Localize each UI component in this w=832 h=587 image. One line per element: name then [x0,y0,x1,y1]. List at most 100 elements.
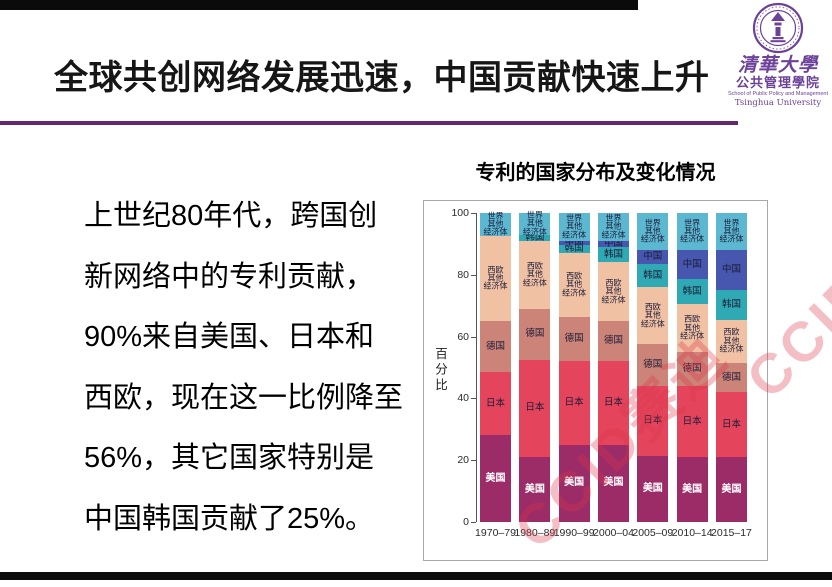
segment-世界其他经济体: 世界 其他 经济体 [597,213,629,241]
logo-en-line2: Tsinghua University [734,98,822,108]
segment-德国: 德国 [558,316,590,362]
segment-美国: 美国 [480,435,511,522]
y-tick-label: 80 [457,268,469,281]
segment-中国: 中国 [676,250,708,280]
stacked-bar-2005–09: 美国 日本 德国 西欧 其他 经济体 韩国 中国 世界 其他 经济体 [637,213,669,522]
body-line: 90%来自美国、日本和 [84,321,375,353]
bottom-accent-bar [0,572,832,580]
segment-label: 日本 [682,415,702,427]
segment-中国: 中国 [715,250,747,291]
stacked-bar-2015–17: 美国 日本 德国 西欧 其他 经济体 韩国 中国 世界 其他 经济体 [715,213,747,522]
segment-label: 美国 [682,483,703,495]
top-accent-bar [0,0,638,10]
segment-美国: 美国 [519,457,551,522]
segment-德国: 德国 [676,352,708,387]
stacked-bar-1980–89: 美国 日本 德国 西欧 其他 经济体 韩国 世界 其他 经济体 [519,210,551,522]
x-tick-label: 2015–17 [711,527,752,539]
segment-日本: 日本 [480,372,511,436]
segment-label: 韩国 [564,243,584,255]
stacked-bar-1990–99: 美国 日本 德国 西欧 其他 经济体 韩国 中国 世界 其他 经济体 [558,213,590,522]
segment-label: 德国 [682,363,702,375]
segment-label: 日本 [721,418,741,430]
segment-世界其他经济体: 世界 其他 经济体 [519,210,551,236]
segment-label: 中国 [682,258,702,270]
y-axis-label: 百分比 [433,347,447,394]
segment-label: 德国 [603,335,623,347]
segment-韩国: 韩国 [676,279,708,305]
segment-德国: 德国 [715,362,747,393]
segment-label: 美国 [524,483,545,495]
body-line: 上世纪80年代，跨国创 [84,200,378,232]
segment-label: 韩国 [682,285,702,297]
segment-世界其他经济体: 世界 其他 经济体 [480,211,511,237]
segment-label: 西欧 其他 经济体 [719,327,744,354]
segment-世界其他经济体: 世界 其他 经济体 [676,213,708,251]
segment-中国: 中国 [597,238,629,248]
body-line: 56%，其它国家特别是 [84,442,375,474]
tsinghua-logo: 清華大學 公共管理學院 School of Public Policy and … [727,2,829,108]
y-tick-mark [471,336,476,338]
segment-世界其他经济体: 世界 其他 经济体 [637,213,669,251]
segment-label: 西欧 其他 经济体 [522,261,547,288]
segment-label: 美国 [603,477,624,489]
y-tick-mark [471,522,476,523]
segment-label: 韩国 [603,248,623,260]
segment-label: 美国 [721,483,742,495]
segment-德国: 德国 [519,308,551,360]
segment-label: 世界 其他 经济体 [640,218,665,244]
segment-label: 日本 [485,397,506,409]
segment-label: 世界 其他 经济体 [562,213,587,240]
segment-西欧其他经济体: 西欧 其他 经济体 [715,319,747,363]
logo-cn-school: 公共管理學院 [735,76,820,91]
y-tick-mark [471,460,476,462]
logo-cn-script: 清華大學 [737,54,818,76]
segment-label: 中国 [643,251,663,263]
segment-label: 日本 [603,397,623,409]
segment-label: 德国 [525,328,545,340]
segment-label: 美国 [485,472,506,484]
segment-西欧其他经济体: 西欧 其他 经济体 [519,240,551,309]
segment-中国: 中国 [637,250,669,265]
segment-世界其他经济体: 世界 其他 经济体 [558,213,590,241]
segment-美国: 美国 [715,457,747,522]
segment-美国: 美国 [637,455,669,522]
segment-label: 西欧 其他 经济体 [483,265,508,291]
segment-label: 美国 [642,482,663,494]
segment-世界其他经济体: 世界 其他 经济体 [715,213,747,251]
segment-label: 日本 [564,397,584,409]
segment-美国: 美国 [558,444,590,522]
y-tick-label: 40 [457,392,469,405]
chart-title: 专利的国家分布及变化情况 [475,162,716,184]
logo-en-line1: School of Public Policy and Management [728,91,828,97]
body-text-block: 上世纪80年代，跨国创 新网络中的专利贡献， 90%来自美国、日本和 西欧，现在… [84,186,429,549]
segment-label: 西欧 其他 经济体 [601,278,626,305]
segment-label: 德国 [564,332,584,344]
segment-label: 世界 其他 经济体 [719,218,744,244]
x-tick-label: 2005–09 [632,527,674,539]
segment-日本: 日本 [519,359,551,458]
segment-label: 德国 [721,371,741,383]
slide-title: 全球共创网络发展迅速，中国贡献快速上升 [54,59,710,97]
x-tick-label: 1980–89 [514,527,556,539]
segment-日本: 日本 [715,392,747,458]
y-tick-mark [471,398,476,400]
y-tick-mark [471,274,476,276]
segment-西欧其他经济体: 西欧 其他 经济体 [676,304,708,353]
segment-label: 美国 [564,477,585,489]
y-tick-mark [471,213,476,214]
segment-美国: 美国 [676,457,708,522]
segment-韩国: 韩国 [519,232,551,242]
segment-label: 世界 其他 经济体 [601,213,626,240]
y-tick-label: 60 [457,330,469,343]
segment-label: 韩国 [643,269,663,281]
y-tick-label: 100 [451,207,469,219]
stacked-bar-2000–04: 美国 日本 德国 西欧 其他 经济体 韩国 中国 世界 其他 经济体 [597,213,629,522]
segment-label: 日本 [525,402,545,414]
body-line: 新网络中的专利贡献， [84,260,375,293]
segment-label: 世界 其他 经济体 [680,217,705,244]
segment-label: 德国 [485,340,506,352]
x-tick-label: 1990–99 [553,527,595,539]
title-underline [0,121,738,125]
y-tick-label: 0 [463,516,469,528]
segment-日本: 日本 [676,386,708,458]
